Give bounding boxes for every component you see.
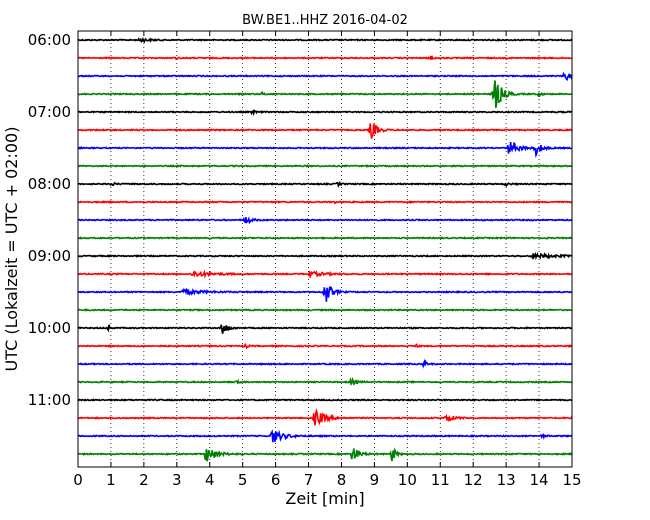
trace-line	[77, 80, 573, 109]
trace-line	[78, 308, 573, 312]
x-tick-label: 14	[530, 471, 549, 489]
x-tick-label: 4	[205, 471, 215, 489]
x-tick-label: 10	[398, 471, 417, 489]
trace-line	[77, 269, 573, 280]
trace-line	[77, 141, 573, 158]
x-tick-label: 8	[337, 471, 347, 489]
trace-line	[77, 236, 573, 240]
x-tick-label: 6	[271, 471, 281, 489]
x-axis: 0 1 2 3 4 5 6 7 8 9 10 11 12 13 14 15	[73, 31, 582, 489]
x-tick-label: 9	[370, 471, 380, 489]
trace-line	[77, 216, 573, 225]
trace-line	[78, 71, 573, 82]
y-axis-label: UTC (Lokalzeit = UTC + 02:00)	[2, 127, 21, 372]
y-axis: 06:00 07:00 08:00 09:00 10:00 11:00	[28, 31, 572, 409]
x-tick-label: 0	[73, 471, 83, 489]
y-tick-label: 06:00	[28, 31, 71, 49]
x-tick-label: 13	[497, 471, 516, 489]
x-tick-label: 3	[172, 471, 182, 489]
trace-line	[77, 36, 572, 44]
trace-line	[77, 109, 573, 117]
trace-line	[77, 398, 573, 402]
grid-lines	[110, 31, 540, 467]
x-tick-label: 7	[304, 471, 314, 489]
x-tick-label: 1	[106, 471, 116, 489]
x-tick-label: 2	[139, 471, 149, 489]
trace-line	[77, 180, 573, 189]
y-tick-label: 09:00	[28, 247, 71, 265]
y-tick-label: 07:00	[28, 103, 71, 121]
trace-line	[77, 407, 573, 426]
x-tick-label: 15	[562, 471, 581, 489]
x-tick-label: 5	[238, 471, 248, 489]
trace-line	[77, 164, 572, 168]
trace-line	[78, 376, 573, 386]
x-tick-label: 11	[431, 471, 450, 489]
chart-title: BW.BE1..HHZ 2016-04-02	[242, 13, 408, 28]
y-tick-label: 08:00	[28, 175, 71, 193]
trace-line	[77, 342, 573, 350]
plot-frame	[77, 30, 573, 468]
trace-line	[77, 286, 573, 302]
trace-line	[77, 251, 573, 261]
y-tick-label: 10:00	[28, 319, 71, 337]
trace-line	[77, 200, 573, 205]
trace-line	[77, 447, 573, 462]
trace-line	[77, 324, 573, 334]
traces-group	[77, 36, 573, 462]
x-tick-label: 12	[464, 471, 483, 489]
trace-line	[77, 123, 573, 139]
y-tick-label: 11:00	[28, 391, 71, 409]
trace-line	[77, 429, 573, 443]
trace-line	[77, 358, 573, 369]
x-axis-label: Zeit [min]	[285, 489, 364, 508]
trace-line	[78, 55, 573, 61]
